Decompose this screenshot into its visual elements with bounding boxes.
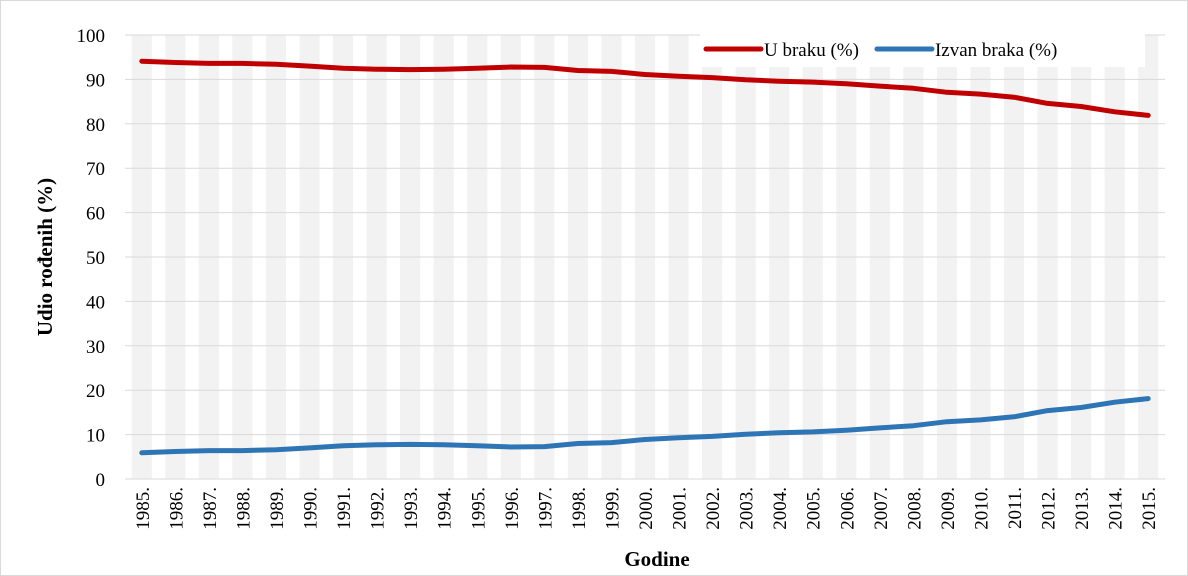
x-tick-label: 2015.: [1139, 487, 1160, 530]
y-tick-label: 10: [86, 426, 105, 447]
x-tick-label: 1986.: [166, 487, 187, 530]
series-line: [139, 396, 1151, 456]
y-axis-title: Udio rođenih (%): [33, 178, 57, 336]
x-tick-label: 2000.: [636, 487, 657, 530]
y-tick-label: 70: [86, 159, 105, 180]
x-tick-label: 1985.: [133, 487, 154, 530]
y-tick-label: 80: [86, 115, 105, 136]
y-tick-label: 30: [86, 337, 105, 358]
x-tick-label: 1990.: [301, 487, 322, 530]
x-tick-label: 2003.: [737, 487, 758, 530]
x-tick-label: 1997.: [535, 487, 556, 530]
y-tick-label: 60: [86, 204, 105, 225]
x-tick-label: 2014.: [1106, 487, 1127, 530]
x-tick-label: 1996.: [502, 487, 523, 530]
x-tick-label: 2004.: [770, 487, 791, 530]
x-tick-label: 1999.: [602, 487, 623, 530]
x-tick-label: 1991.: [334, 487, 355, 530]
legend-label: Izvan braka (%): [935, 40, 1057, 61]
x-tick-label: 2013.: [1072, 487, 1093, 530]
x-tick-label: 1994.: [435, 487, 456, 530]
x-tick-label: 2010.: [971, 487, 992, 530]
series-line: [139, 58, 1151, 118]
x-tick-label: 2006.: [837, 487, 858, 530]
x-axis-title: Godine: [624, 547, 689, 571]
y-tick-label: 0: [96, 470, 106, 491]
x-tick-label: 2007.: [871, 487, 892, 530]
x-tick-label: 1989.: [267, 487, 288, 530]
x-tick-label: 2009.: [938, 487, 959, 530]
x-tick-label: 2005.: [804, 487, 825, 530]
x-tick-label: 1995.: [468, 487, 489, 530]
x-tick-label: 2008.: [904, 487, 925, 530]
x-tick-label: 1992.: [368, 487, 389, 530]
legend-label: U braku (%): [764, 40, 859, 61]
x-tick-label: 2011.: [1005, 487, 1026, 529]
y-tick-label: 90: [86, 70, 105, 91]
y-tick-label: 20: [86, 381, 105, 402]
x-tick-label: 1998.: [569, 487, 590, 530]
x-tick-label: 2002.: [703, 487, 724, 530]
x-tick-label: 2012.: [1039, 487, 1060, 530]
y-tick-label: 100: [77, 26, 106, 47]
x-tick-label: 1993.: [401, 487, 422, 530]
x-tick-label: 1987.: [200, 487, 221, 530]
y-tick-label: 40: [86, 292, 105, 313]
x-tick-label: 2001.: [670, 487, 691, 530]
x-tick-label: 1988.: [233, 487, 254, 530]
y-tick-label: 50: [86, 248, 105, 269]
